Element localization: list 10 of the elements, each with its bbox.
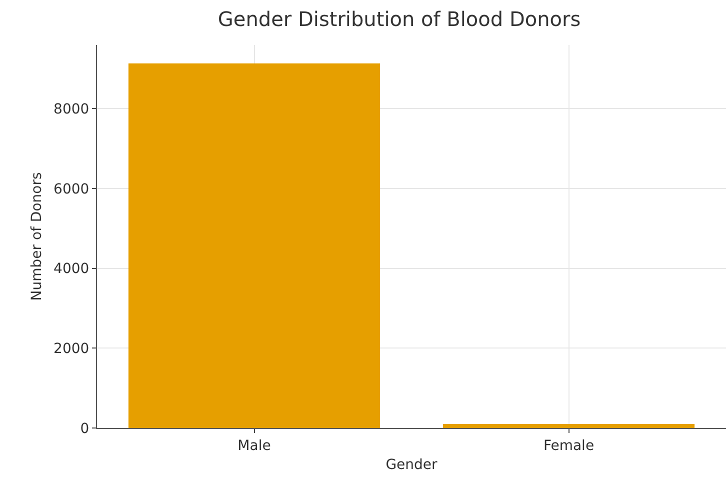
y-tick-label: 6000 (54, 181, 90, 198)
y-tick-label: 0 (80, 420, 90, 437)
y-tick-label: 8000 (54, 101, 90, 118)
x-tick-label: Female (543, 438, 594, 454)
y-tick-label: 2000 (54, 341, 90, 358)
chart-title: Gender Distribution of Blood Donors (218, 6, 581, 31)
y-axis-title: Number of Donors (29, 172, 46, 301)
x-axis-title: Gender (386, 457, 438, 474)
y-tick-label: 4000 (54, 261, 90, 278)
x-tick-label: Male (238, 438, 271, 454)
